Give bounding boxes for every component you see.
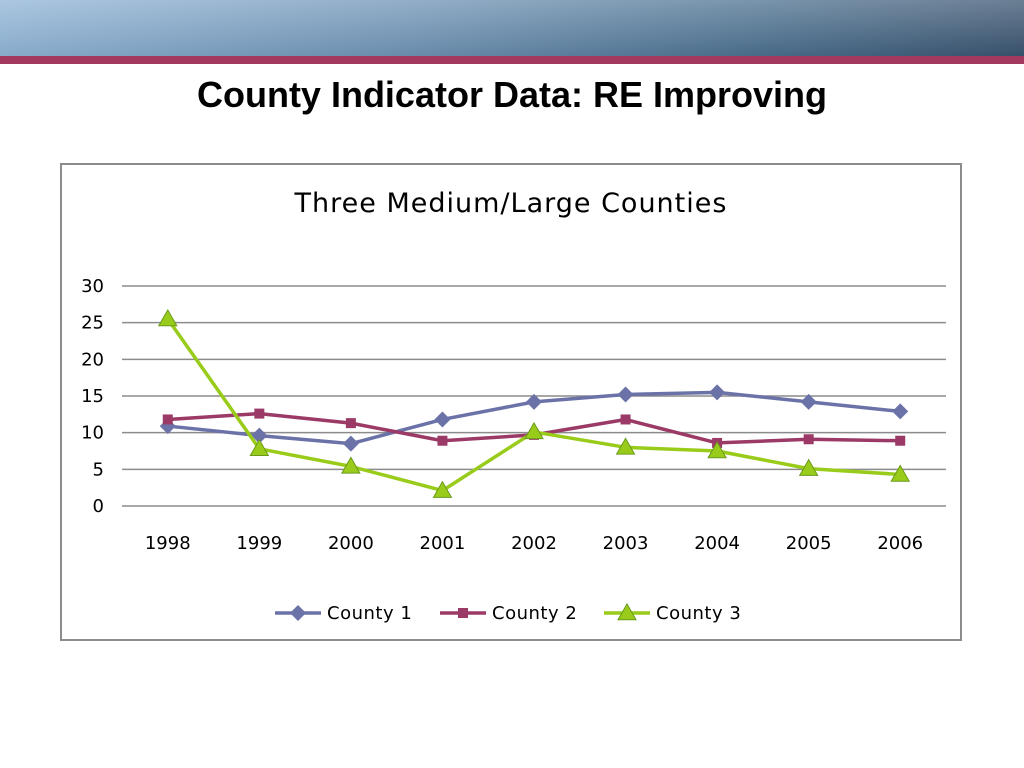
y-tick-label: 5 [93,459,104,480]
chart-title: Three Medium/Large Counties [294,188,728,219]
data-point [251,427,268,444]
data-point [617,386,634,403]
legend-label: County 2 [492,603,577,624]
y-tick-label: 0 [93,496,104,517]
data-point [162,414,173,425]
x-tick-label: 1999 [236,533,282,554]
x-tick-label: 2003 [603,533,649,554]
accent-stripe [0,56,1024,64]
legend-marker [458,608,468,618]
legend-item: County 2 [440,603,577,624]
legend: County 1 County 2 County 3 [275,602,741,624]
data-point [892,403,909,420]
legend-item: County 1 [275,603,412,624]
x-tick-label: 2005 [786,533,832,554]
line-chart: Three Medium/Large Counties 0 5 10 15 20 25 30… [81,188,946,624]
header-band [0,0,1024,56]
data-point [895,435,906,446]
data-point [432,480,453,498]
data-point [709,384,726,401]
y-tick-label: 15 [81,386,104,407]
data-point [526,393,542,410]
data-point [437,435,448,446]
x-tick-label: 2001 [420,533,466,554]
legend-label: County 3 [656,603,741,624]
y-axis-ticks: 0 5 10 15 20 25 30 [81,276,104,517]
data-point [434,411,451,428]
chart-frame: Three Medium/Large Counties 0 5 10 15 20 25 30… [60,163,962,641]
y-tick-label: 20 [81,349,104,370]
data-point [342,435,359,452]
data-point [341,456,361,474]
data-point [157,308,178,327]
data-point [345,418,356,429]
data-point [803,434,814,445]
data-point [159,418,176,435]
y-tick-label: 30 [81,276,104,297]
x-axis-ticks: 1998 1999 2000 2001 2002 2003 2004 2005 2006 [145,533,923,554]
data-point [524,421,544,440]
x-tick-label: 2006 [877,533,923,554]
x-tick-label: 1998 [145,533,191,554]
data-point [620,414,631,425]
series-group [157,308,911,498]
x-tick-label: 2000 [328,533,374,554]
legend-marker [617,602,637,621]
data-point [254,408,265,419]
data-point [615,437,636,455]
legend-item: County 3 [604,602,741,624]
y-tick-label: 25 [81,313,104,334]
x-tick-label: 2004 [694,533,740,554]
series-1 [159,384,909,452]
slide-title: County Indicator Data: RE Improving [196,74,828,115]
data-point [707,440,727,459]
data-point [800,393,817,410]
data-point [798,458,819,476]
x-tick-label: 2002 [511,533,557,554]
legend-label: County 1 [327,603,412,624]
y-tick-label: 10 [81,423,104,444]
legend-marker [290,605,306,621]
data-point [249,438,270,457]
data-point [890,464,911,482]
series-3 [157,308,911,498]
